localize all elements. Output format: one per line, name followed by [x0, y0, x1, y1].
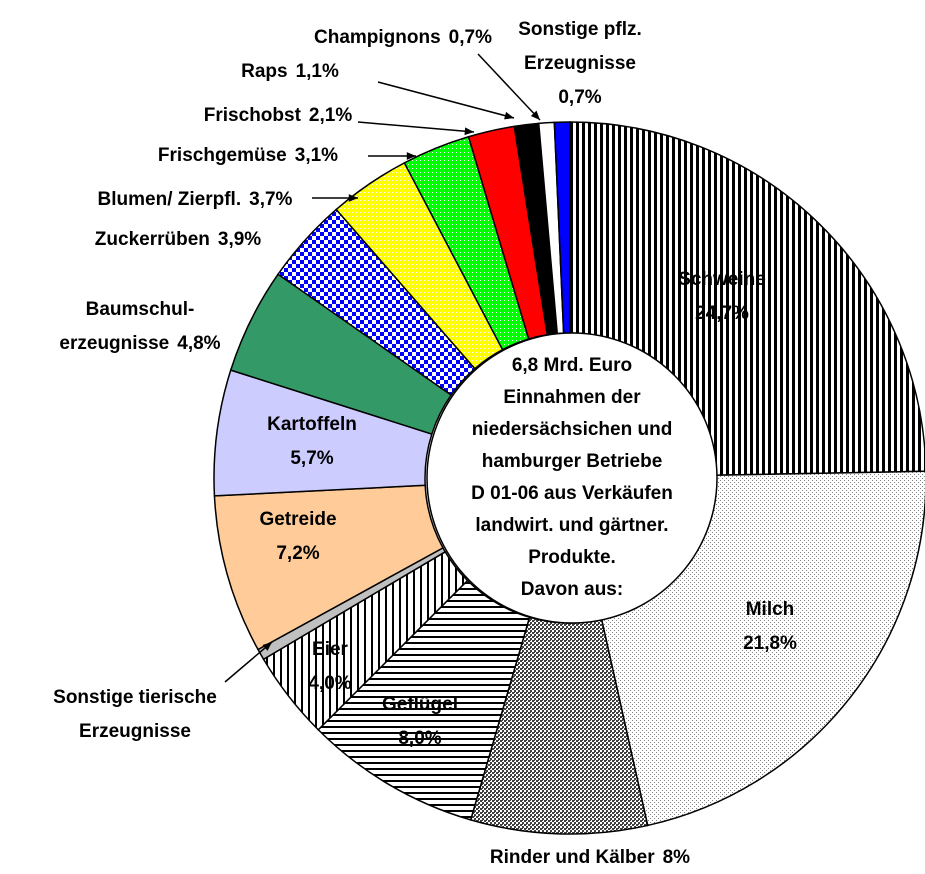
value-label: 2,1% — [309, 105, 352, 126]
value-label: 24,7% — [695, 303, 749, 324]
category-name: Eier — [312, 639, 349, 660]
slice-label: Sonstige pflz. — [518, 19, 642, 40]
slice-label: Getreide — [259, 509, 336, 530]
value-label: 0,7% — [558, 87, 601, 108]
category-name: Rinder und Kälber — [490, 847, 655, 868]
slice-label: Frischgemüse 3,1% — [158, 145, 338, 166]
slice-label: Raps 1,1% — [241, 61, 339, 82]
slice-label: Erzeugnisse — [524, 53, 636, 74]
leader-arrow — [406, 152, 416, 160]
slice-label: Champignons 0,7% — [314, 27, 492, 48]
slice-label: Geflügel — [382, 694, 458, 715]
leader-line — [377, 81, 515, 119]
leader-arrow — [504, 111, 514, 120]
value-label: 3,7% — [249, 189, 292, 210]
category-name: Getreide — [259, 509, 336, 530]
category-name: Schweine — [678, 269, 766, 290]
value-label: 1,1% — [296, 61, 339, 82]
category-name: Sonstige tierische — [53, 687, 217, 708]
leader-arrow — [530, 110, 540, 120]
center-circle — [426, 332, 718, 624]
slice-label: Zuckerrüben 3,9% — [95, 229, 262, 250]
slice-label: Frischobst 2,1% — [204, 105, 353, 126]
leader-arrow — [262, 642, 272, 651]
center-text: 6,8 Mrd. Euro — [512, 355, 632, 376]
value-label: 7,2% — [276, 543, 319, 564]
slice-label: Kartoffeln — [267, 414, 357, 435]
value-label: 8,0% — [398, 728, 441, 749]
center-text: D 01-06 aus Verkäufen — [471, 483, 673, 504]
center-text: niedersächsichen und — [472, 419, 673, 440]
category-name: Baumschul- — [86, 299, 195, 320]
category-name: Frischgemüse — [158, 145, 287, 166]
category-name: Erzeugnisse — [79, 721, 191, 742]
center-text: landwirt. und gärtner. — [475, 515, 668, 536]
center-text: Einnahmen der — [503, 387, 641, 408]
slice-label: Baumschul- — [86, 299, 195, 320]
category-name: Kartoffeln — [267, 414, 357, 435]
value-label: 3,1% — [295, 145, 338, 166]
center-text: hamburger Betriebe — [482, 451, 663, 472]
leader-line — [477, 53, 541, 121]
slice-label: Schweine — [678, 269, 766, 290]
leader-line — [357, 121, 475, 133]
category-name: erzeugnisse — [59, 333, 169, 354]
slice-label: Rinder und Kälber 8% — [490, 847, 690, 868]
value-label: 4,0% — [308, 673, 351, 694]
center-text: Davon aus: — [521, 579, 623, 600]
category-name: Blumen/ Zierpfl. — [98, 189, 242, 210]
leader-arrow — [348, 194, 358, 202]
slice-label: erzeugnisse 4,8% — [59, 333, 220, 354]
category-name: Sonstige pflz. — [518, 19, 642, 40]
slice-label: Milch — [746, 599, 795, 620]
category-name: Frischobst — [204, 105, 302, 126]
value-label: 3,9% — [218, 229, 261, 250]
slice-label: Blumen/ Zierpfl. 3,7% — [98, 189, 293, 210]
slice-label: Sonstige tierische — [53, 687, 217, 708]
category-name: Champignons — [314, 27, 441, 48]
value-label: 8% — [663, 847, 691, 868]
leader-line — [224, 641, 273, 683]
value-label: 5,7% — [290, 448, 333, 469]
category-name: Erzeugnisse — [524, 53, 636, 74]
category-name: Raps — [241, 61, 287, 82]
value-label: 4,8% — [177, 333, 220, 354]
category-name: Milch — [746, 599, 795, 620]
center-text: Produkte. — [528, 547, 616, 568]
value-label: 0,7% — [449, 27, 492, 48]
slice-label: Eier — [312, 639, 349, 660]
slice-label: Erzeugnisse — [79, 721, 191, 742]
category-name: Geflügel — [382, 694, 458, 715]
category-name: Zuckerrüben — [95, 229, 210, 250]
leader-arrow — [464, 127, 474, 136]
value-label: 21,8% — [743, 633, 797, 654]
